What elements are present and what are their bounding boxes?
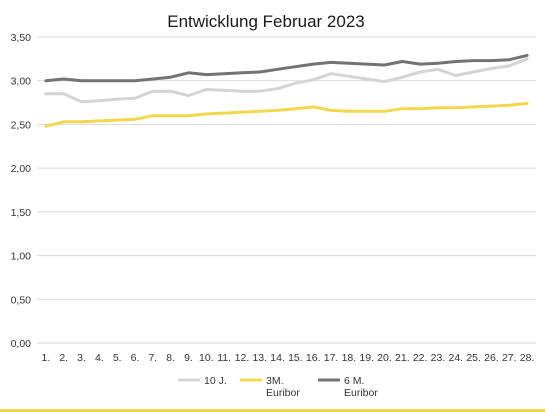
series-line-1: [44, 57, 529, 104]
y-tick-label: 0,50: [11, 294, 32, 306]
x-tick-label: 20.: [377, 352, 392, 364]
series-line-3: [44, 53, 529, 83]
x-tick-label: 26.: [484, 352, 499, 364]
x-tick-label: 15.: [288, 352, 303, 364]
x-tick-label: 13.: [252, 352, 267, 364]
y-tick-label: 1,00: [11, 251, 32, 263]
x-tick-label: 8.: [166, 352, 175, 364]
x-tick-label: 10.: [199, 352, 214, 364]
y-tick-label: 2,50: [11, 119, 32, 131]
x-tick-label: 19.: [359, 352, 374, 364]
x-tick-label: 6.: [131, 352, 140, 364]
x-tick-label: 28.: [520, 352, 535, 364]
y-tick-label: 1,50: [11, 207, 32, 219]
x-tick-label: 23.: [431, 352, 446, 364]
legend-label: 10 J.: [204, 375, 227, 387]
y-tick-label: 3,00: [11, 76, 32, 88]
x-tick-label: 12.: [235, 352, 250, 364]
x-tick-label: 9.: [184, 352, 193, 364]
x-tick-label: 17.: [324, 352, 339, 364]
y-axis: 0,00 0,50 1,00 1,50 2,00 2,50 3,00 3,50: [11, 32, 32, 350]
legend-label: 6 M. Euribor: [344, 375, 378, 399]
grid: [37, 36, 536, 344]
x-tick-label: 24.: [448, 352, 463, 364]
x-tick-label: 25.: [466, 352, 481, 364]
y-tick-label: 2,00: [11, 163, 32, 175]
x-tick-label: 22.: [413, 352, 428, 364]
y-tick-label: 0,00: [11, 338, 32, 350]
x-tick-label: 18.: [342, 352, 357, 364]
series-line-2: [44, 101, 529, 128]
x-tick-label: 4.: [95, 352, 104, 364]
legend: 10 J. 3M. Euribor 6 M. Euribor: [178, 375, 378, 399]
x-tick-label: 1.: [42, 352, 51, 364]
x-tick-label: 14.: [270, 352, 285, 364]
y-tick-label: 3,50: [11, 32, 32, 44]
chart-title: Entwicklung Februar 2023: [167, 12, 365, 31]
x-tick-label: 7.: [148, 352, 157, 364]
x-tick-label: 3.: [77, 352, 86, 364]
x-axis: 1. 2. 3. 4. 5. 6. 7. 8. 9. 10. 11. 12. 13. 14. 15. 16. 1…: [42, 352, 535, 364]
series-lines: [44, 53, 529, 128]
x-tick-label: 2.: [59, 352, 68, 364]
x-tick-label: 16.: [306, 352, 321, 364]
x-tick-label: 5.: [113, 352, 122, 364]
bottom-accent-bar: [0, 409, 545, 412]
x-tick-label: 11.: [217, 352, 231, 364]
legend-label: 3M. Euribor: [266, 375, 300, 399]
x-tick-label: 21.: [395, 352, 410, 364]
x-tick-label: 27.: [502, 352, 517, 364]
